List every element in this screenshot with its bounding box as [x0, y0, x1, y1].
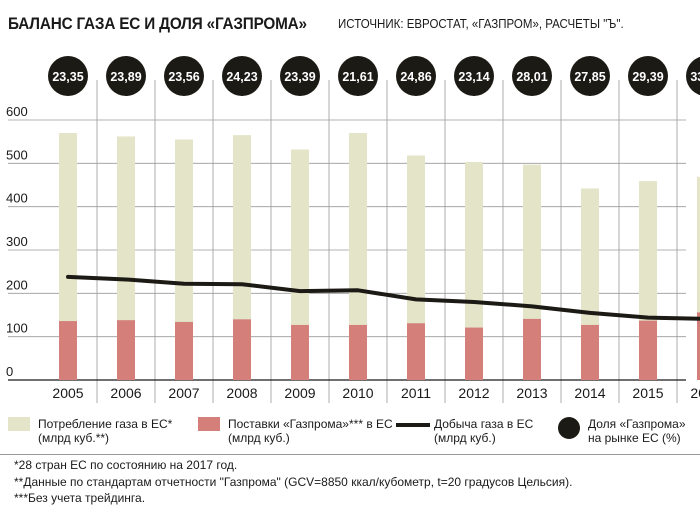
footnotes: *28 стран ЕС по состоянию на 2017 год. *… [14, 457, 572, 507]
supplies-bar [291, 324, 309, 380]
share-label: 23,89 [110, 70, 141, 84]
legend-production-label: Добыча газа в ЕС (млрд куб.) [434, 417, 534, 445]
share-label: 23,14 [458, 70, 489, 84]
legend-share-label: Доля «Газпрома» на рынке ЕС (%) [588, 417, 686, 445]
x-tick-label: 2016 [690, 385, 700, 401]
share-circle [222, 56, 262, 96]
share-circle [512, 56, 552, 96]
share-label: 23,39 [284, 70, 315, 84]
supplies-bar [59, 321, 77, 380]
supplies-bar [465, 327, 483, 380]
share-label: 23,35 [52, 70, 83, 84]
legend-supplies-label: Поставки «Газпрома»*** в ЕС (млрд куб.) [228, 417, 393, 445]
x-tick-label: 2011 [401, 385, 431, 401]
y-tick-label: 0 [6, 364, 13, 379]
supplies-bar [349, 324, 367, 380]
x-tick-label: 2014 [574, 385, 605, 401]
supplies-bar [407, 323, 425, 380]
chart-title: БАЛАНС ГАЗА ЕС И ДОЛЯ «ГАЗПРОМА» [8, 14, 307, 33]
x-tick-label: 2010 [342, 385, 373, 401]
share-circle [280, 56, 320, 96]
share-circle [686, 56, 700, 96]
supplies-bar [639, 320, 657, 380]
y-tick-label: 200 [6, 277, 28, 292]
x-tick-label: 2015 [632, 385, 663, 401]
share-label: 29,39 [632, 70, 663, 84]
consumption-bar [465, 162, 483, 380]
x-tick-label: 2009 [284, 385, 315, 401]
footnote-3: ***Без учета трейдинга. [14, 491, 146, 505]
consumption-bar [291, 149, 309, 380]
x-tick-label: 2012 [458, 385, 489, 401]
share-circle [628, 56, 668, 96]
chart-header: БАЛАНС ГАЗА ЕС И ДОЛЯ «ГАЗПРОМА» ИСТОЧНИ… [8, 14, 694, 34]
chart-source: ИСТОЧНИК: ЕВРОСТАТ, «ГАЗПРОМ», РАСЧЕТЫ "… [338, 17, 624, 31]
consumption-bar [117, 136, 135, 380]
share-circle [570, 56, 610, 96]
share-label: 23,56 [168, 70, 199, 84]
footnote-1: *28 стран ЕС по состоянию на 2017 год. [14, 458, 238, 472]
supplies-bar [117, 320, 135, 380]
consumption-bar [59, 133, 77, 380]
legend-consumption-label: Потребление газа в ЕС* (млрд куб.**) [38, 417, 173, 445]
share-circle [454, 56, 494, 96]
share-circle [164, 56, 204, 96]
x-tick-label: 2005 [52, 385, 83, 401]
x-tick-label: 2006 [110, 385, 141, 401]
consumption-bar [233, 135, 251, 380]
footnote-2: **Данные по стандартам отчетности "Газпр… [14, 474, 573, 489]
supplies-bar [233, 319, 251, 380]
chart: 0 100 200 300 400 500 600 23,35 23,89 23,56 24,23 2… [6, 56, 700, 403]
production-line [66, 274, 700, 321]
share-circle [338, 56, 378, 96]
share-circle [48, 56, 88, 96]
legend: Потребление газа в ЕС* (млрд куб.**) Пос… [0, 413, 700, 457]
share-circle [106, 56, 146, 96]
share-label: 28,01 [516, 70, 547, 84]
share-label: 24,86 [400, 70, 431, 84]
y-tick-label: 500 [6, 147, 28, 162]
supplies-bar [523, 318, 541, 380]
y-tick-label: 300 [6, 234, 28, 249]
consumption-bar [175, 139, 193, 380]
supplies-bar [697, 312, 700, 380]
legend-consumption-swatch [8, 417, 30, 431]
supplies-bar [581, 324, 599, 380]
legend-production-swatch [396, 423, 430, 427]
y-tick-label: 100 [6, 321, 28, 336]
y-tick-label: 400 [6, 191, 28, 206]
consumption-bar [697, 176, 700, 380]
share-label: 33,08 [690, 70, 700, 84]
consumption-bar [349, 133, 367, 380]
x-tick-label: 2013 [516, 385, 547, 401]
supplies-bar [175, 321, 193, 380]
share-label: 27,85 [574, 70, 605, 84]
share-label: 24,23 [226, 70, 257, 84]
legend-share-swatch [558, 417, 580, 439]
y-tick-label: 600 [6, 104, 28, 119]
legend-supplies-swatch [198, 417, 220, 431]
notes-divider [0, 454, 700, 455]
share-label: 21,61 [342, 70, 373, 84]
x-tick-label: 2007 [168, 385, 199, 401]
share-circle [396, 56, 436, 96]
x-tick-label: 2008 [226, 385, 257, 401]
